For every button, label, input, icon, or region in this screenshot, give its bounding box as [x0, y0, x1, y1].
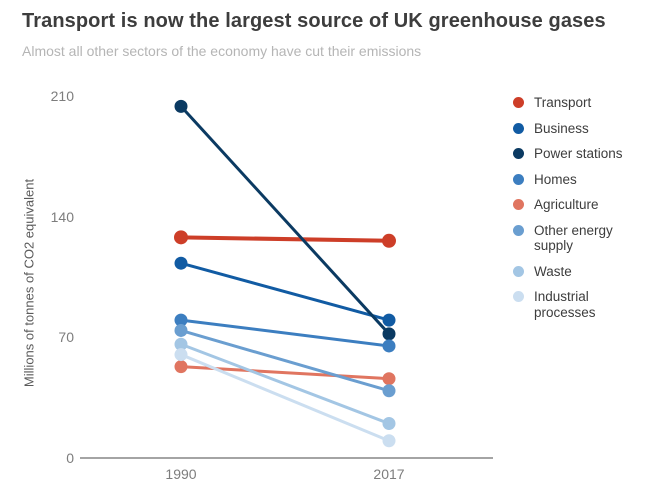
data-point-transport-1990[interactable]: [174, 230, 188, 245]
legend-label: Waste: [534, 263, 572, 279]
page-title: Transport is now the largest source of U…: [22, 10, 606, 32]
series-line-waste: [180, 342, 390, 425]
legend-swatch: [513, 291, 524, 302]
data-point-industrial-processes-1990[interactable]: [174, 348, 188, 362]
series-line-homes: [180, 318, 390, 348]
data-point-industrial-processes-2017[interactable]: [382, 434, 396, 448]
data-point-waste-1990[interactable]: [174, 337, 188, 351]
legend-label: Homes: [534, 171, 577, 187]
y-tick-label: 210: [50, 88, 74, 104]
page-subtitle: Almost all other sectors of the economy …: [22, 43, 422, 59]
legend-item-waste[interactable]: Waste: [513, 264, 643, 280]
legend-swatch: [513, 97, 524, 108]
data-point-homes-2017[interactable]: [382, 339, 396, 353]
legend: Transport Business Power stations Homes Agri…: [513, 95, 643, 330]
data-point-other-energy-supply-1990[interactable]: [174, 323, 188, 337]
legend-swatch: [513, 224, 524, 236]
legend-swatch: [513, 173, 524, 185]
legend-label: Other energy supply: [534, 222, 613, 254]
data-point-business-2017[interactable]: [382, 313, 396, 327]
legend-label: Agriculture: [534, 197, 599, 212]
data-point-waste-2017[interactable]: [382, 417, 396, 431]
legend-label: Business: [534, 120, 589, 136]
series-line-business: [180, 261, 390, 322]
legend-label: Power stations: [534, 146, 623, 161]
data-point-power-stations-2017[interactable]: [382, 327, 396, 341]
legend-swatch: [513, 199, 524, 210]
data-point-other-energy-supply-2017[interactable]: [382, 384, 396, 398]
data-point-agriculture-2017[interactable]: [382, 372, 396, 386]
data-point-agriculture-1990[interactable]: [174, 360, 188, 374]
legend-swatch: [513, 122, 524, 134]
legend-item-other-energy-supply[interactable]: Other energy supply: [513, 223, 643, 254]
y-tick-label: 140: [50, 208, 74, 225]
legend-item-power-stations[interactable]: Power stations: [513, 146, 643, 162]
y-tick-label: 70: [58, 329, 74, 346]
x-tick-label: 2017: [373, 466, 405, 482]
legend-item-transport[interactable]: Transport: [513, 95, 643, 111]
series-line-transport: [180, 235, 390, 243]
legend-item-homes[interactable]: Homes: [513, 172, 643, 188]
series-line-other-energy-supply: [180, 328, 390, 393]
y-tick-label: 0: [66, 450, 74, 466]
legend-label: Transport: [534, 95, 592, 110]
legend-label: Industrial processes: [534, 289, 596, 320]
legend-item-business[interactable]: Business: [513, 121, 643, 137]
data-point-power-stations-1990[interactable]: [174, 99, 188, 113]
data-point-transport-2017[interactable]: [382, 233, 396, 248]
series-line-industrial-processes: [180, 353, 390, 443]
legend-swatch: [513, 265, 524, 277]
legend-item-agriculture[interactable]: Agriculture: [513, 197, 643, 213]
data-point-business-1990[interactable]: [174, 256, 188, 270]
legend-item-industrial-processes[interactable]: Industrial processes: [513, 289, 643, 320]
x-tick-label: 1990: [165, 466, 197, 482]
legend-swatch: [513, 148, 524, 159]
series-line-power-stations: [179, 105, 391, 335]
data-point-homes-1990[interactable]: [174, 313, 188, 327]
